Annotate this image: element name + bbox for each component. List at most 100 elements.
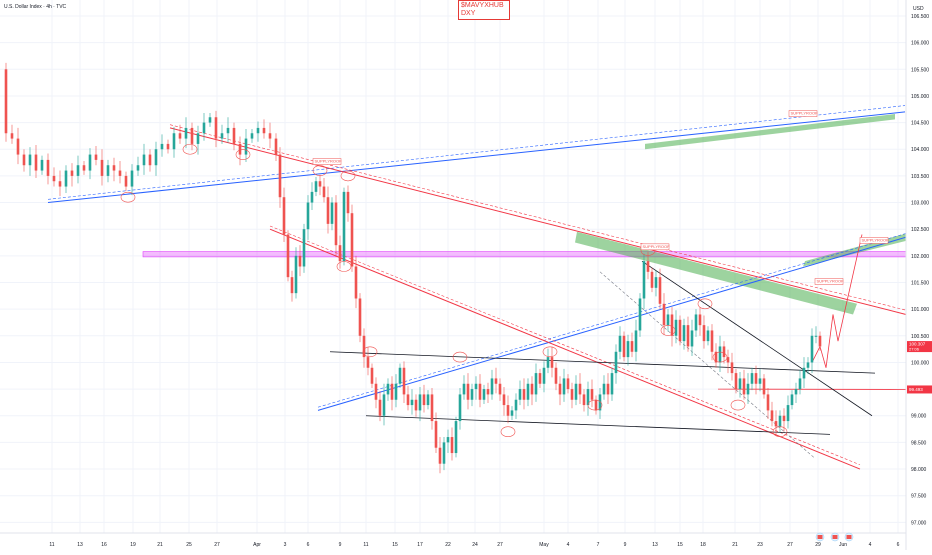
candle-body bbox=[107, 165, 110, 176]
green-zone-middle bbox=[575, 232, 857, 315]
candle-body bbox=[101, 160, 104, 176]
candle-body bbox=[791, 394, 794, 405]
candle-body bbox=[287, 235, 290, 278]
candle-body bbox=[419, 394, 422, 410]
candle-body bbox=[77, 165, 80, 176]
candle-body bbox=[315, 181, 318, 192]
candle-body bbox=[471, 389, 474, 400]
candle-body bbox=[411, 400, 414, 405]
currency-label: USD bbox=[913, 6, 924, 12]
candle-body bbox=[531, 384, 534, 395]
candle-body bbox=[687, 325, 690, 346]
candle-body bbox=[435, 421, 438, 448]
candle-body bbox=[275, 139, 278, 155]
time-tick-label: 19 bbox=[130, 542, 136, 548]
candle-body bbox=[71, 171, 74, 176]
candle-body bbox=[747, 384, 750, 395]
price-tick-label: 105.500 bbox=[911, 67, 929, 73]
candle-body bbox=[251, 133, 254, 138]
flag-icon bbox=[818, 535, 823, 539]
candle-body bbox=[651, 272, 654, 288]
candle-body bbox=[303, 229, 306, 266]
candle-body bbox=[515, 400, 518, 411]
candle-body bbox=[319, 181, 322, 186]
candle-body bbox=[655, 277, 658, 288]
candle-body bbox=[551, 357, 554, 368]
time-tick-label: May bbox=[539, 542, 549, 548]
candle-body bbox=[563, 378, 566, 394]
candle-body bbox=[675, 320, 678, 336]
price-tick-label: 101.000 bbox=[911, 307, 929, 313]
candle-body bbox=[483, 389, 486, 400]
candle-body bbox=[739, 378, 742, 389]
candle-body bbox=[775, 421, 778, 426]
candle-body bbox=[203, 123, 206, 134]
candle-body bbox=[575, 384, 578, 400]
time-tick-label: 16 bbox=[101, 542, 107, 548]
candle-body bbox=[173, 133, 176, 149]
candle-body bbox=[387, 384, 390, 395]
symbol-title[interactable]: U.S. Dollar Index · 4h · TVC bbox=[4, 4, 66, 10]
candle-body bbox=[583, 394, 586, 405]
candle-body bbox=[451, 437, 454, 453]
candle-body bbox=[499, 384, 502, 395]
candle-body bbox=[307, 203, 310, 230]
candle-body bbox=[703, 325, 706, 341]
candle-body bbox=[53, 176, 56, 181]
candle-body bbox=[125, 176, 128, 187]
price-tick-label: 98.500 bbox=[911, 440, 927, 446]
candle-body bbox=[615, 352, 618, 373]
blue-upper-trendline bbox=[48, 112, 905, 203]
candle-body bbox=[707, 330, 710, 341]
pivot-circle bbox=[236, 150, 250, 160]
price-tick-label: 100.000 bbox=[911, 360, 929, 366]
candle-body bbox=[197, 133, 200, 144]
candle-body bbox=[29, 155, 32, 166]
candle-body bbox=[283, 197, 286, 234]
time-tick-label: 25 bbox=[186, 542, 192, 548]
candle-body bbox=[751, 373, 754, 384]
candle-body bbox=[467, 384, 470, 400]
pivot-circle bbox=[543, 347, 557, 357]
candle-body bbox=[335, 203, 338, 246]
time-tick-label: 27 bbox=[214, 542, 220, 548]
candle-body bbox=[311, 192, 314, 203]
time-tick-label: 22 bbox=[445, 542, 451, 548]
candle-body bbox=[571, 389, 574, 400]
candle-body bbox=[47, 160, 50, 176]
candle-body bbox=[269, 133, 272, 138]
time-tick-label: 24 bbox=[472, 542, 478, 548]
time-tick-label: Jun bbox=[839, 542, 847, 548]
time-tick-label: 27 bbox=[497, 542, 503, 548]
candle-body bbox=[131, 171, 134, 187]
candle-body bbox=[351, 213, 354, 266]
candle-body bbox=[647, 261, 650, 272]
candle-body bbox=[407, 394, 410, 405]
candle-body bbox=[591, 389, 594, 400]
time-tick-label: 23 bbox=[757, 542, 763, 548]
candle-body bbox=[819, 336, 822, 347]
green-zone-top bbox=[645, 114, 895, 149]
candle-body bbox=[579, 384, 582, 395]
candle-body bbox=[59, 181, 62, 186]
candle-body bbox=[799, 378, 802, 389]
candle-body bbox=[807, 362, 810, 367]
candle-body bbox=[327, 197, 330, 224]
candle-body bbox=[759, 378, 762, 383]
candle-body bbox=[403, 368, 406, 395]
grey-dashed-line bbox=[600, 272, 815, 459]
candle-body bbox=[507, 405, 510, 416]
candle-body bbox=[245, 139, 248, 155]
level-price-label: 99.493 bbox=[909, 387, 923, 392]
candle-body bbox=[179, 133, 182, 138]
candle-body bbox=[167, 144, 170, 149]
candle-body bbox=[755, 373, 758, 384]
time-tick-label: 6 bbox=[897, 542, 900, 548]
candle-body bbox=[595, 400, 598, 411]
candle-body bbox=[227, 128, 230, 133]
candle-body bbox=[743, 378, 746, 394]
candle-body bbox=[257, 128, 260, 133]
candle-body bbox=[113, 165, 116, 170]
candle-body bbox=[459, 394, 462, 421]
candle-body bbox=[143, 155, 146, 166]
